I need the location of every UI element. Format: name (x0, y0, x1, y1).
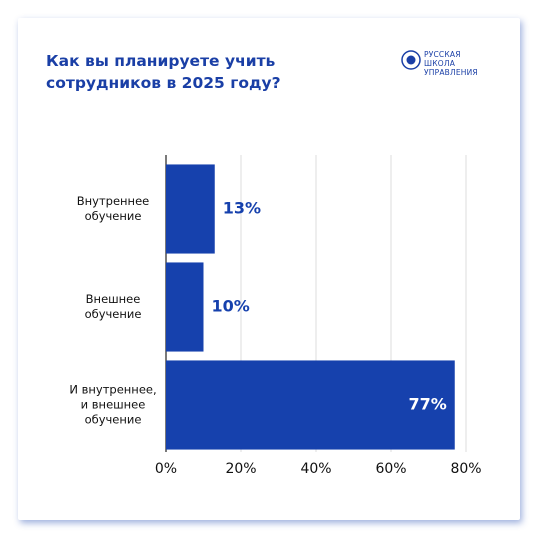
data-label: 10% (212, 297, 250, 316)
y-tick-label: Внешнее обучение (84, 292, 142, 321)
logo-icon (401, 50, 421, 70)
data-label: 13% (223, 199, 261, 218)
bar (166, 164, 215, 254)
x-tick-label: 80% (450, 461, 481, 477)
bar (166, 262, 204, 352)
bar (166, 360, 455, 450)
x-tick-label: 60% (375, 461, 406, 477)
x-tick-label: 40% (300, 461, 331, 477)
x-tick-label: 20% (225, 461, 256, 477)
y-tick-label: И внутреннее, и внешнее обучение (69, 382, 157, 427)
data-label: 77% (408, 395, 446, 414)
logo-text: РУССКАЯ ШКОЛА УПРАВЛЕНИЯ (424, 50, 478, 77)
chart-title: Как вы планируете учить сотрудников в 20… (46, 52, 281, 92)
y-tick-label: Внутреннее обучение (76, 194, 150, 223)
x-tick-label: 0% (155, 461, 177, 477)
logo-icon (406, 55, 416, 65)
